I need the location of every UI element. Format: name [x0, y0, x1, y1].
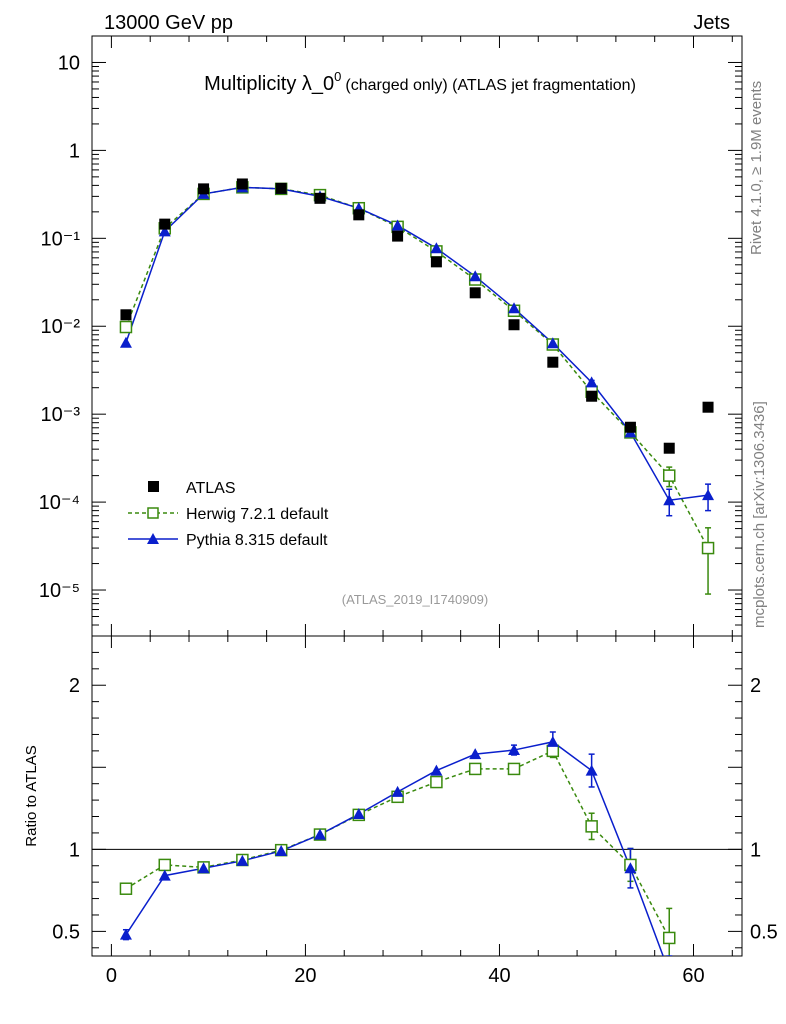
x-tick-label: 40	[488, 965, 510, 987]
pythia-ratio-line	[125, 741, 664, 956]
main-y-tick-label: 10⁻¹	[41, 228, 81, 250]
main-y-tick-label: 10	[58, 52, 80, 74]
atlas-main-point	[586, 390, 598, 402]
herwig-ratio-point	[468, 762, 482, 776]
main-y-tick-label: 1	[69, 140, 80, 162]
ratio-y-tick-label-right: 2	[750, 675, 761, 697]
pythia-main-point	[469, 270, 482, 282]
atlas-main-point	[353, 209, 365, 221]
pythia-ratio-point	[119, 928, 132, 940]
pythia-ratio-point	[158, 869, 171, 881]
ratio-y-tick-label: 0.5	[52, 921, 80, 943]
legend-atlas-marker	[148, 481, 159, 492]
x-tick-label: 20	[294, 965, 316, 987]
herwig-ratio-point	[430, 775, 443, 789]
herwig-ratio-line	[125, 749, 670, 939]
legend-atlas-label: ATLAS	[186, 480, 236, 497]
ratio-data-group	[119, 731, 676, 977]
herwig-ratio-point	[662, 931, 676, 945]
main-y-tick-label: 10⁻³	[41, 404, 81, 426]
ratio-panel-frame	[91, 635, 743, 957]
pythia-ratio-point	[313, 828, 326, 840]
herwig-ratio-point	[158, 858, 172, 872]
atlas-main-point	[469, 287, 481, 299]
pythia-main-point	[702, 489, 715, 501]
atlas-main-point	[547, 356, 559, 368]
main-y-tick-label: 10⁻⁴	[39, 492, 80, 514]
herwig-ratio-point	[585, 820, 598, 833]
atlas-main-point	[430, 256, 442, 268]
atlas-main-point	[159, 218, 171, 230]
pythia-ratio-point	[391, 785, 404, 797]
data-layer	[119, 178, 715, 977]
x-tick-label: 60	[682, 965, 704, 987]
ratio-y-tick-label-right: 1	[750, 839, 761, 861]
herwig-main-point	[662, 469, 676, 482]
pythia-main-line	[125, 186, 709, 502]
atlas-main-point	[198, 183, 210, 195]
ratio-y-tick-label-right: 0.5	[750, 921, 778, 943]
pythia-main-point	[585, 376, 598, 388]
herwig-main-point	[701, 541, 715, 555]
axes-layer: 0 20 40 60 10 1 10⁻¹ 10⁻² 10⁻³ 10⁻⁴ 10⁻⁵ 2 2 1 1 0.5 0.5	[39, 35, 778, 987]
ratio-y-tick-label: 1	[69, 839, 80, 861]
atlas-main-point	[275, 182, 287, 194]
pythia-main-point	[430, 242, 443, 254]
pythia-ratio-point	[469, 748, 482, 760]
main-y-tick-label: 10⁻²	[41, 316, 81, 338]
pythia-ratio-point	[585, 764, 598, 776]
x-tick-label: 0	[106, 965, 117, 987]
pythia-main-point	[663, 494, 676, 506]
atlas-main-point	[392, 230, 404, 242]
herwig-main-point	[119, 320, 133, 334]
atlas-main-point	[663, 442, 675, 454]
pythia-ratio-point	[197, 862, 210, 874]
pythia-ratio-point	[546, 735, 559, 747]
legend: ATLAS Herwig 7.2.1 default Pythia 8.315 …	[128, 480, 329, 549]
pythia-main-point	[546, 337, 559, 349]
legend-pythia-label: Pythia 8.315 default	[186, 532, 328, 549]
ratio-y-tick-label: 2	[69, 675, 80, 697]
pythia-main-point	[508, 302, 521, 314]
mcplots-reference-label: mcplots.cern.ch [arXiv:1306.3436]	[751, 401, 768, 628]
legend-herwig-marker	[147, 507, 159, 519]
analysis-id-label: (ATLAS_2019_I1740909)	[342, 592, 488, 607]
herwig-ratio-point	[546, 744, 560, 758]
legend-pythia-marker	[147, 533, 159, 544]
atlas-main-point	[508, 319, 520, 331]
rivet-version-label: Rivet 4.1.0, ≥ 1.9M events	[748, 81, 765, 255]
pythia-ratio-point	[236, 854, 249, 866]
main-y-tick-label: 10⁻⁵	[39, 580, 80, 602]
pythia-main-point	[391, 219, 404, 231]
pythia-main-point	[158, 225, 171, 237]
ratio-y-axis-label: Ratio to ATLAS	[23, 745, 40, 846]
pythia-ratio-point	[624, 862, 637, 874]
pythia-main-point	[119, 336, 132, 348]
energy-label: 13000 GeV pp	[104, 12, 233, 34]
pythia-ratio-point	[275, 844, 288, 856]
atlas-main-point	[314, 192, 326, 204]
atlas-main-point	[702, 401, 714, 413]
herwig-ratio-point	[119, 882, 133, 895]
pythia-ratio-point	[352, 808, 365, 820]
herwig-ratio-point	[507, 762, 521, 776]
atlas-main-point	[120, 309, 132, 321]
pythia-ratio-point	[508, 744, 521, 756]
atlas-main-point	[236, 178, 248, 190]
pythia-ratio-point	[663, 966, 675, 977]
pythia-ratio-point	[430, 764, 443, 776]
chart-title: Multiplicity λ_00(charged only) (ATLAS j…	[204, 69, 636, 95]
process-label: Jets	[693, 12, 730, 34]
atlas-main-point	[624, 421, 636, 433]
legend-herwig-label: Herwig 7.2.1 default	[186, 506, 329, 523]
